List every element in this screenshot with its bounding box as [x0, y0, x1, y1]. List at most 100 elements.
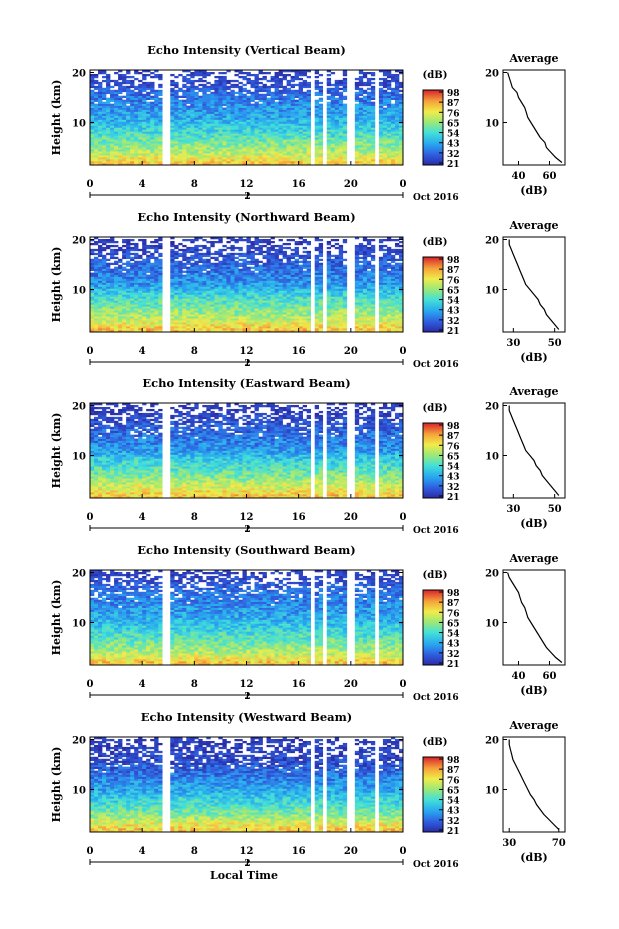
heatmap-cell: [290, 324, 295, 327]
heatmap-cell: [274, 139, 279, 142]
heatmap-cell: [154, 288, 159, 291]
heatmap-cell: [278, 161, 283, 164]
heatmap-cell: [210, 328, 215, 331]
heatmap-cell: [230, 83, 235, 87]
heatmap-cell: [234, 302, 239, 305]
heatmap-cell: [366, 117, 372, 120]
heatmap-cell: [378, 284, 384, 287]
heatmap-cell: [158, 278, 163, 281]
heatmap-cell: [194, 123, 199, 126]
heatmap-cell: [90, 107, 95, 110]
heatmap-cell: [382, 286, 388, 289]
heatmap-cell: [114, 284, 119, 287]
heatmap-cell: [298, 137, 303, 140]
heatmap-cell: [238, 75, 243, 79]
heatmap-cell: [390, 91, 396, 95]
heatmap-cell: [158, 125, 163, 128]
heatmap-cell: [198, 139, 203, 142]
heatmap-cell: [198, 97, 203, 100]
heatmap-cell: [94, 105, 99, 108]
heatmap-cell: [134, 111, 139, 114]
heatmap-cell: [182, 296, 187, 299]
heatmap-cell: [150, 91, 155, 95]
heatmap-cell: [358, 131, 364, 134]
heatmap-cell: [198, 282, 203, 285]
heatmap-cell: [290, 330, 295, 333]
heatmap-cell: [190, 312, 195, 315]
heatmap-cell: [390, 149, 396, 152]
heatmap-cell: [342, 87, 348, 91]
heatmap-cell: [354, 125, 360, 128]
heatmap-cell: [370, 294, 376, 297]
heatmap-cell: [382, 157, 388, 160]
heatmap-cell: [258, 312, 263, 315]
heatmap-cell: [186, 127, 191, 130]
heatmap-cell: [242, 284, 247, 287]
heatmap-cell: [174, 290, 179, 293]
heatmap-cell: [286, 101, 291, 104]
heatmap-cell: [354, 143, 360, 146]
heatmap-cell: [354, 163, 360, 166]
colorbar-tick-label: 65: [447, 119, 460, 129]
heatmap-cell: [362, 330, 368, 333]
heatmap-cell: [174, 93, 179, 97]
heatmap-cell: [142, 316, 147, 319]
heatmap-cell: [330, 328, 336, 331]
heatmap-cell: [194, 320, 199, 323]
heatmap-cell: [258, 296, 263, 299]
heatmap-cell: [206, 109, 211, 112]
heatmap-cell: [314, 330, 320, 333]
heatmap-cell: [342, 70, 348, 73]
heatmap-cell: [178, 117, 183, 120]
heatmap-cell: [282, 159, 287, 162]
heatmap-cell: [226, 284, 231, 287]
heatmap-cell: [202, 83, 207, 87]
heatmap-cell: [266, 282, 271, 285]
heatmap-cell: [118, 300, 123, 303]
heatmap-cell: [334, 79, 340, 83]
heatmap-cell: [114, 290, 119, 293]
heatmap-cell: [390, 310, 396, 313]
heatmap-cell: [238, 145, 243, 148]
heatmap-cell: [398, 107, 404, 110]
heatmap-cell: [186, 95, 191, 99]
heatmap-cell: [178, 73, 183, 77]
heatmap-cell: [394, 147, 400, 150]
heatmap-cell: [126, 286, 131, 289]
heatmap-cell: [214, 109, 219, 112]
heatmap-cell: [134, 117, 139, 120]
heatmap-cell: [106, 125, 111, 128]
heatmap-cell: [134, 121, 139, 124]
heatmap-cell: [366, 125, 372, 128]
heatmap-cell: [234, 135, 239, 138]
heatmap-cell: [378, 304, 384, 307]
heatmap-cell: [98, 139, 103, 142]
heatmap-cell: [118, 77, 123, 81]
heatmap-cell: [110, 326, 115, 329]
heatmap-cell: [258, 302, 263, 305]
heatmap-cell: [326, 310, 332, 313]
heatmap-cell: [222, 304, 227, 307]
heatmap-cell: [294, 284, 299, 287]
heatmap-cell: [266, 304, 271, 307]
heatmap-cell: [298, 99, 303, 102]
heatmap-cell: [314, 103, 320, 106]
heatmap-cell: [186, 149, 191, 152]
heatmap-cell: [210, 282, 215, 285]
heatmap-cell: [358, 292, 364, 295]
heatmap-cell: [250, 95, 255, 99]
heatmap-cell: [258, 125, 263, 128]
heatmap-cell: [198, 107, 203, 110]
heatmap-cell: [206, 101, 211, 104]
heatmap-cell: [218, 75, 223, 79]
heatmap-cell: [126, 328, 131, 331]
heatmap-cell: [378, 93, 384, 97]
heatmap-cell: [130, 103, 135, 106]
heatmap-cell: [246, 151, 251, 154]
heatmap-cell: [242, 282, 247, 285]
heatmap-cell: [266, 147, 271, 150]
heatmap-cell: [330, 288, 336, 291]
heatmap-cell: [242, 330, 247, 333]
heatmap-cell: [266, 306, 271, 309]
heatmap-cell: [178, 103, 183, 106]
